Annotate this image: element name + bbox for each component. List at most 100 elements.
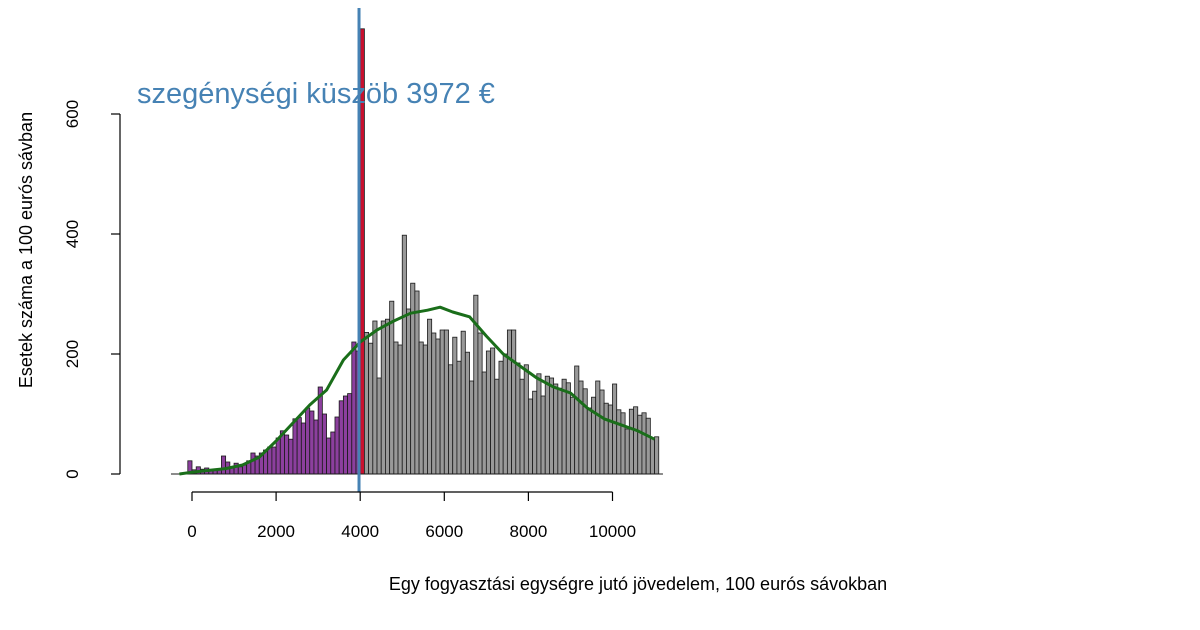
histogram-bar (633, 406, 639, 475)
histogram-bar (456, 360, 462, 475)
histogram-bar (582, 388, 588, 475)
histogram-bar (397, 344, 403, 475)
histogram-bar (557, 387, 563, 475)
histogram-bar (570, 396, 576, 475)
histogram-bar (637, 414, 643, 475)
histogram-bar (431, 332, 437, 475)
x-tick-label: 4000 (341, 522, 379, 541)
histogram-bar (460, 330, 466, 475)
histogram-bar (221, 455, 227, 475)
histogram-bar (380, 320, 386, 475)
y-axis-title: Esetek száma a 100 eurós sávban (16, 112, 36, 388)
x-tick-label: 0 (187, 522, 196, 541)
x-tick-label: 8000 (509, 522, 547, 541)
histogram-bar (250, 452, 256, 475)
histogram-bar (511, 329, 517, 475)
histogram-bar (464, 351, 470, 475)
histogram-bar (549, 377, 555, 475)
histogram-bar (561, 378, 567, 475)
threshold-label: szegénységi küszöb 3972 € (137, 78, 495, 110)
histogram-bar (330, 431, 336, 475)
histogram-bar (271, 446, 277, 475)
histogram-bar (544, 375, 550, 475)
histogram-bar (654, 436, 660, 475)
histogram-bar (347, 393, 353, 475)
histogram-bar (523, 364, 529, 475)
histogram-bar (599, 389, 605, 475)
histogram-bar (364, 331, 370, 475)
curve-layer (179, 305, 656, 476)
histogram-bar (536, 373, 542, 475)
histogram-bar (393, 341, 399, 475)
histogram-bar (586, 407, 592, 475)
histogram-bar (620, 412, 626, 475)
histogram-bar (502, 353, 508, 475)
histogram-bar (477, 332, 483, 475)
histogram-bar (406, 308, 412, 475)
histogram-bar (578, 380, 584, 475)
histogram-bar (519, 378, 525, 475)
histogram-bar (624, 428, 630, 475)
histogram-bar (439, 329, 445, 475)
histogram-bar (612, 383, 618, 475)
histogram-bar (334, 416, 340, 475)
histogram-bar (317, 386, 323, 475)
histogram-bar (351, 341, 357, 475)
histogram-bar (418, 341, 424, 475)
histogram-bar (607, 404, 613, 475)
histogram-bar (401, 234, 407, 475)
y-tick-label: 200 (63, 340, 82, 368)
x-axis-title: Egy fogyasztási egységre jutó jövedelem,… (389, 574, 887, 594)
y-tick-label: 600 (63, 100, 82, 128)
histogram-bar (292, 418, 298, 475)
x-tick-label: 2000 (257, 522, 295, 541)
x-tick-label: 6000 (425, 522, 463, 541)
histogram-bar (591, 396, 597, 475)
histogram-bar (628, 408, 634, 475)
histogram-bar (494, 378, 500, 475)
histogram-bar (443, 329, 449, 475)
histogram-bar (490, 347, 496, 475)
histogram-bar (565, 382, 571, 475)
histogram-bar (435, 338, 441, 475)
histogram-bar (603, 402, 609, 475)
histogram-bar (532, 390, 538, 475)
histogram-bar (427, 318, 433, 475)
histogram-bar (616, 409, 622, 475)
histogram-bar (422, 344, 428, 475)
histogram-bar (296, 417, 302, 475)
histogram-bar (595, 380, 601, 475)
histogram-bar (385, 318, 391, 475)
histogram-bar (528, 398, 534, 475)
histogram-bar (574, 365, 580, 475)
histogram-bar (237, 466, 243, 475)
histogram-bar (481, 371, 487, 475)
histogram-bar (515, 362, 521, 475)
histogram-bar (288, 438, 294, 475)
histogram-bar (376, 377, 382, 475)
histogram-bar (338, 400, 344, 475)
histogram-bar (342, 395, 348, 475)
histogram-bar (649, 437, 655, 475)
histogram-bar (645, 417, 651, 475)
histogram-bar (452, 336, 458, 475)
histogram-bar (300, 422, 306, 475)
histogram-bar (275, 437, 281, 475)
histogram-bar (326, 437, 332, 475)
histogram-bar (641, 412, 647, 475)
x-tick-label: 10000 (589, 522, 636, 541)
histogram-bar (414, 290, 420, 475)
y-tick-label: 400 (63, 220, 82, 248)
histogram-bar (469, 380, 475, 475)
histogram-bar (267, 446, 273, 475)
histogram-bar (368, 342, 374, 475)
y-axis: 0 200 400 600 (63, 100, 121, 479)
histogram-bar (309, 410, 315, 475)
histogram-bar (389, 300, 395, 475)
histogram-bar (284, 434, 290, 475)
x-axis: 0 2000 4000 6000 8000 10000 (187, 491, 636, 541)
bars-layer (170, 28, 663, 475)
histogram-bar (313, 419, 319, 475)
